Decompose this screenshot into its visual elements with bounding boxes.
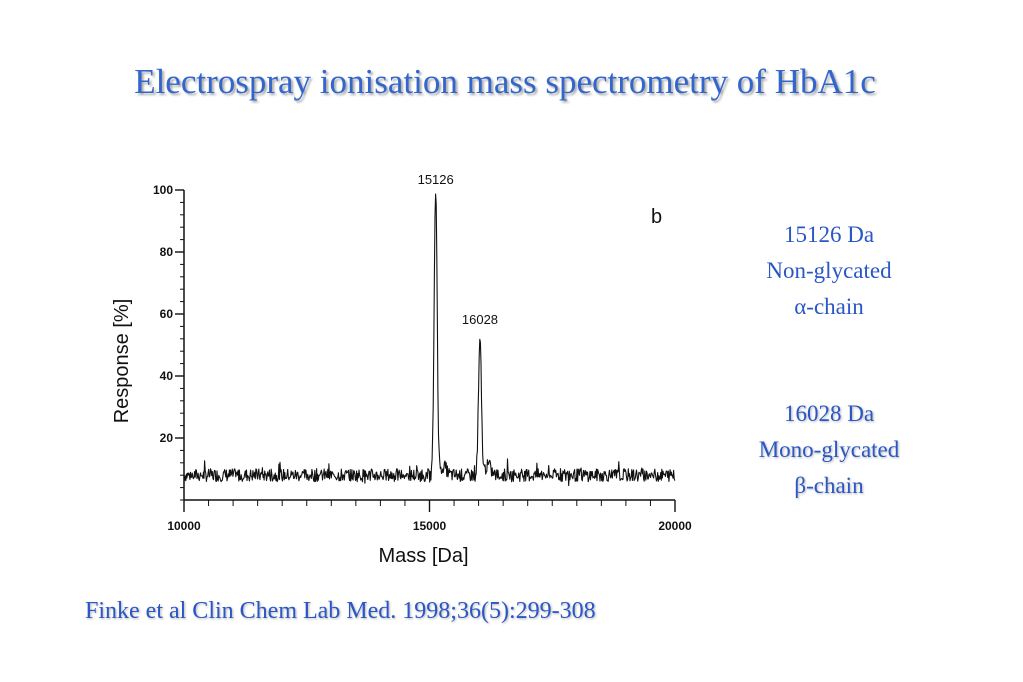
spectrum-trace — [183, 193, 676, 487]
annotation-mono-glycated: 16028 Da Mono-glycated β-chain — [715, 396, 943, 504]
citation: Finke et al Clin Chem Lab Med. 1998;36(5… — [85, 598, 596, 624]
annotation-type: Mono-glycated — [758, 437, 900, 462]
annotation-type: Non-glycated — [766, 258, 892, 283]
slide-title: Electrospray ionisation mass spectrometr… — [134, 62, 876, 101]
y-tick-label: 60 — [160, 307, 174, 321]
annotation-non-glycated: 15126 Da Non-glycated α-chain — [715, 217, 943, 325]
x-tick-label: 10000 — [167, 519, 201, 533]
x-tick-label: 20000 — [658, 519, 692, 533]
annotation-chain: α-chain — [794, 294, 864, 319]
annotation-mass: 15126 Da — [783, 222, 875, 247]
peak-label: 15126 — [418, 172, 454, 187]
y-tick-label: 80 — [160, 245, 174, 259]
annotation-chain: β-chain — [794, 473, 864, 498]
x-tick-label: 15000 — [413, 519, 447, 533]
annotation-mass: 16028 Da — [783, 401, 875, 426]
y-tick-label: 100 — [153, 183, 173, 197]
y-tick-label: 40 — [160, 369, 174, 383]
panel-label: b — [651, 206, 662, 228]
chart-ticks — [175, 189, 676, 512]
peak-label: 16028 — [462, 312, 498, 327]
chart-labels: 20 40 60 80 100 10000 15000 20000 Mass [Da] Respo… — [111, 172, 692, 567]
chart-axes — [183, 190, 675, 501]
y-tick-label: 20 — [160, 431, 174, 445]
x-axis-title: Mass [Da] — [378, 545, 468, 567]
y-axis-title: Response [%] — [111, 299, 133, 424]
chart-trace-group — [183, 193, 676, 487]
